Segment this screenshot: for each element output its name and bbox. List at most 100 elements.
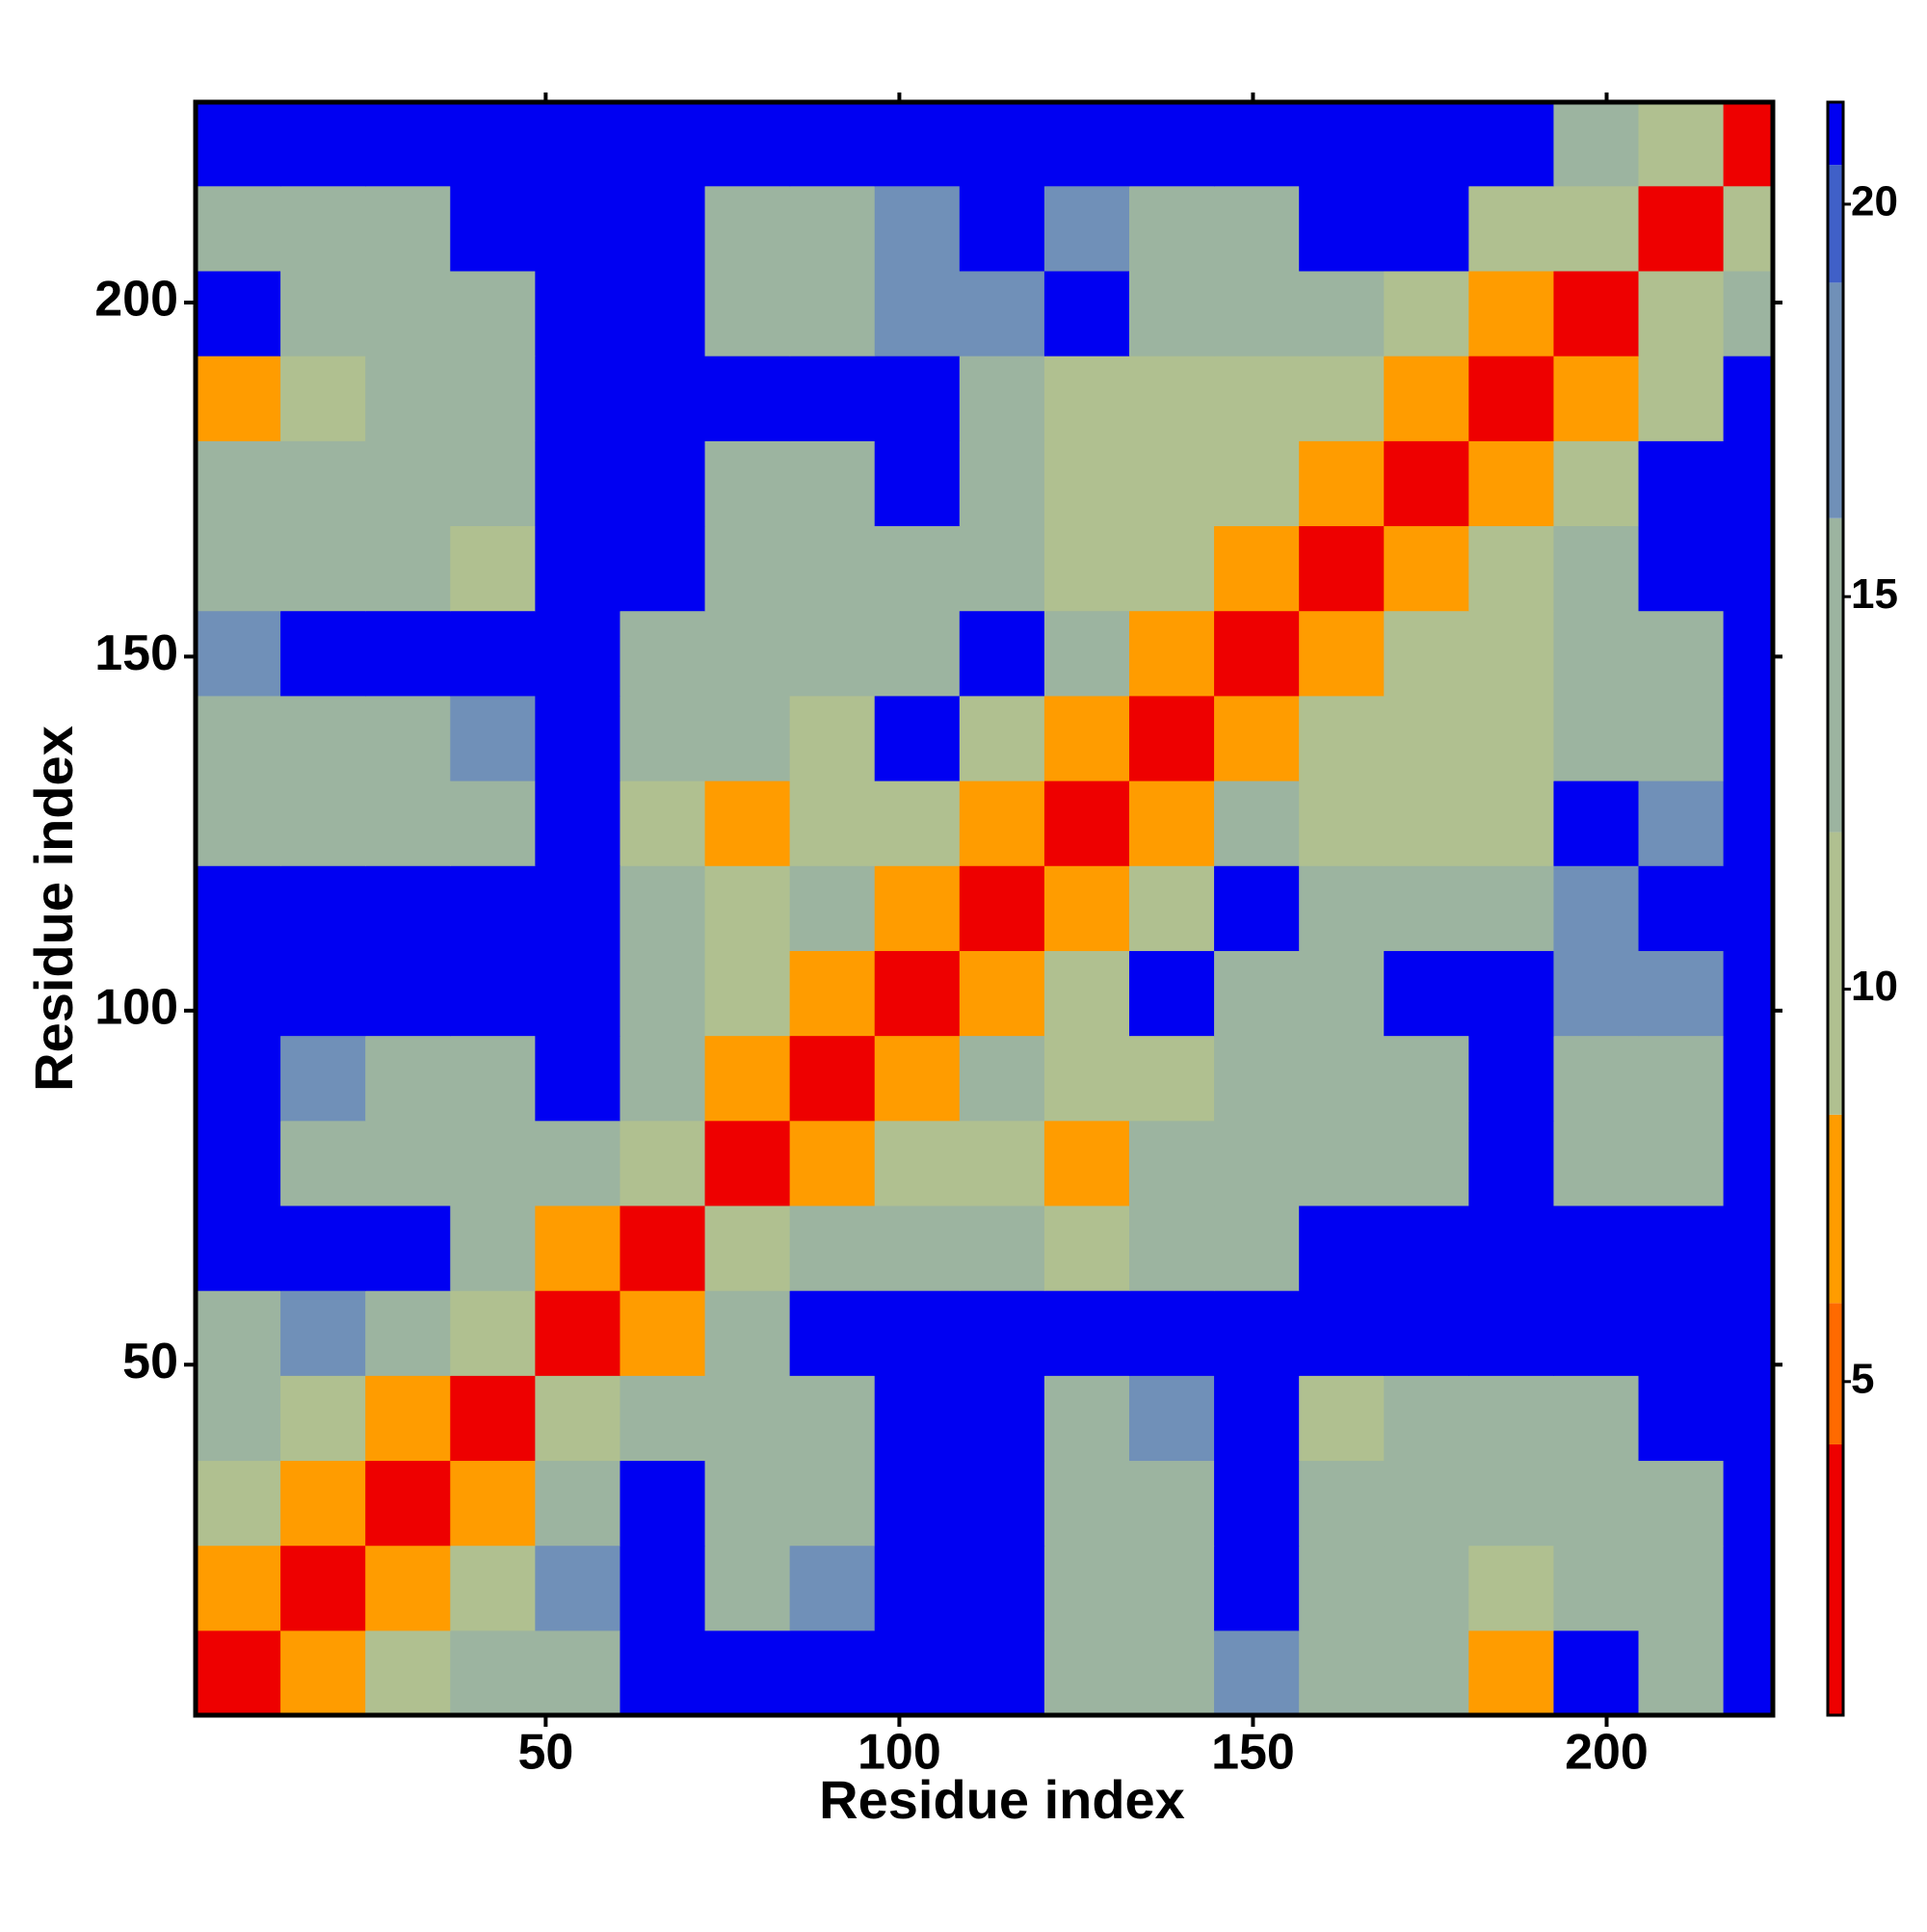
heatmap-cell <box>1468 1290 1555 1376</box>
heatmap-cell <box>1723 356 1773 441</box>
heatmap-cell <box>704 1290 791 1376</box>
heatmap-cell <box>1553 1629 1640 1715</box>
heatmap-cell <box>620 695 706 781</box>
heatmap-cell <box>1468 1629 1555 1715</box>
heatmap-cell <box>789 1629 876 1715</box>
heatmap-cell <box>450 865 536 951</box>
heatmap-cell <box>450 525 536 612</box>
heatmap-cell <box>196 1545 281 1631</box>
heatmap-cell <box>1043 440 1130 527</box>
heatmap-cell <box>1384 525 1469 612</box>
colorbar-segment <box>1828 517 1843 833</box>
colorbar-segment <box>1828 832 1843 1115</box>
heatmap-cell <box>1128 1629 1215 1715</box>
heatmap-cell <box>1384 1035 1469 1122</box>
heatmap-cell <box>789 102 876 187</box>
heatmap-cell <box>365 525 451 612</box>
heatmap-cell <box>1214 1290 1300 1376</box>
heatmap-cell <box>704 865 791 951</box>
heatmap-cell <box>1468 780 1555 866</box>
heatmap-cell <box>535 865 621 951</box>
heatmap-cell <box>280 525 366 612</box>
heatmap-cell <box>874 610 961 697</box>
heatmap-cell <box>1299 185 1385 272</box>
heatmap-cell <box>1638 1629 1725 1715</box>
heatmap-cell <box>1468 525 1555 612</box>
heatmap-cell <box>450 270 536 357</box>
heatmap-cell <box>196 865 281 951</box>
heatmap-cell <box>450 1035 536 1122</box>
heatmap-cell <box>280 1204 366 1291</box>
heatmap-cell <box>1638 1120 1725 1206</box>
heatmap-cell <box>365 1629 451 1715</box>
heatmap-cell <box>789 865 876 951</box>
heatmap-cell <box>1638 102 1725 187</box>
heatmap-cell <box>874 270 961 357</box>
heatmap-cell <box>1214 865 1300 951</box>
heatmap-cell <box>535 780 621 866</box>
heatmap-cell <box>535 1545 621 1631</box>
heatmap-cell <box>1553 1204 1640 1291</box>
x-tick-label: 200 <box>1565 1725 1649 1781</box>
heatmap-cell <box>1043 102 1130 187</box>
heatmap-cell <box>789 1120 876 1206</box>
heatmap-cell <box>535 1629 621 1715</box>
heatmap-cell <box>1723 270 1773 357</box>
colorbar-segment <box>1828 282 1843 518</box>
heatmap-cell <box>280 270 366 357</box>
y-axis-title: Residue index <box>23 726 84 1092</box>
heatmap-cell <box>1128 185 1215 272</box>
heatmap-cell <box>1128 1460 1215 1547</box>
heatmap-cell <box>1384 865 1469 951</box>
heatmap-cell <box>1043 865 1130 951</box>
heatmap-cell <box>620 1460 706 1547</box>
heatmap-cell <box>620 1545 706 1631</box>
heatmap-cell <box>789 1460 876 1547</box>
heatmap-cell <box>1384 1629 1469 1715</box>
heatmap-cell <box>704 356 791 441</box>
heatmap-cell <box>365 1460 451 1547</box>
heatmap-cell <box>1214 950 1300 1037</box>
heatmap-cell <box>535 1204 621 1291</box>
heatmap-cell <box>1043 356 1130 441</box>
heatmap-cell <box>1043 1290 1130 1376</box>
heatmap-cell <box>1299 270 1385 357</box>
heatmap-cell <box>1723 1545 1773 1631</box>
heatmap-cell <box>280 1120 366 1206</box>
heatmap-cell <box>1468 1545 1555 1631</box>
heatmap-cell <box>1384 1545 1469 1631</box>
colorbar-tick-label: 15 <box>1851 570 1898 618</box>
heatmap-cell <box>789 440 876 527</box>
heatmap-cell <box>704 440 791 527</box>
heatmap-cell <box>1638 525 1725 612</box>
heatmap-cell <box>1128 610 1215 697</box>
heatmap-cells <box>196 102 1773 1715</box>
colorbar-frame <box>1826 100 1845 1717</box>
heatmap-cell <box>196 780 281 866</box>
heatmap-cell <box>196 610 281 697</box>
heatmap-cell <box>365 1204 451 1291</box>
heatmap-cell <box>365 1120 451 1206</box>
heatmap-cell <box>450 950 536 1037</box>
x-axis-title: Residue index <box>819 1769 1185 1830</box>
heatmap-cell <box>1553 950 1640 1037</box>
heatmap-cell <box>280 695 366 781</box>
heatmap-cell <box>1214 1375 1300 1462</box>
colorbar-tick-label: 10 <box>1851 963 1898 1010</box>
heatmap-cell <box>1638 356 1725 441</box>
heatmap-cell <box>1723 1629 1773 1715</box>
heatmap-cell <box>280 440 366 527</box>
heatmap-cell <box>704 185 791 272</box>
heatmap-cell <box>1384 1460 1469 1547</box>
heatmap-cell <box>1553 1375 1640 1462</box>
heatmap-cell <box>789 1545 876 1631</box>
heatmap-cell <box>1128 780 1215 866</box>
heatmap-cell <box>1043 695 1130 781</box>
heatmap-cell <box>620 1290 706 1376</box>
heatmap-cell <box>1043 1545 1130 1631</box>
heatmap-cell <box>1299 950 1385 1037</box>
heatmap-cell <box>1553 440 1640 527</box>
heatmap-cell <box>196 1629 281 1715</box>
heatmap-cell <box>874 695 961 781</box>
heatmap-cell <box>789 270 876 357</box>
